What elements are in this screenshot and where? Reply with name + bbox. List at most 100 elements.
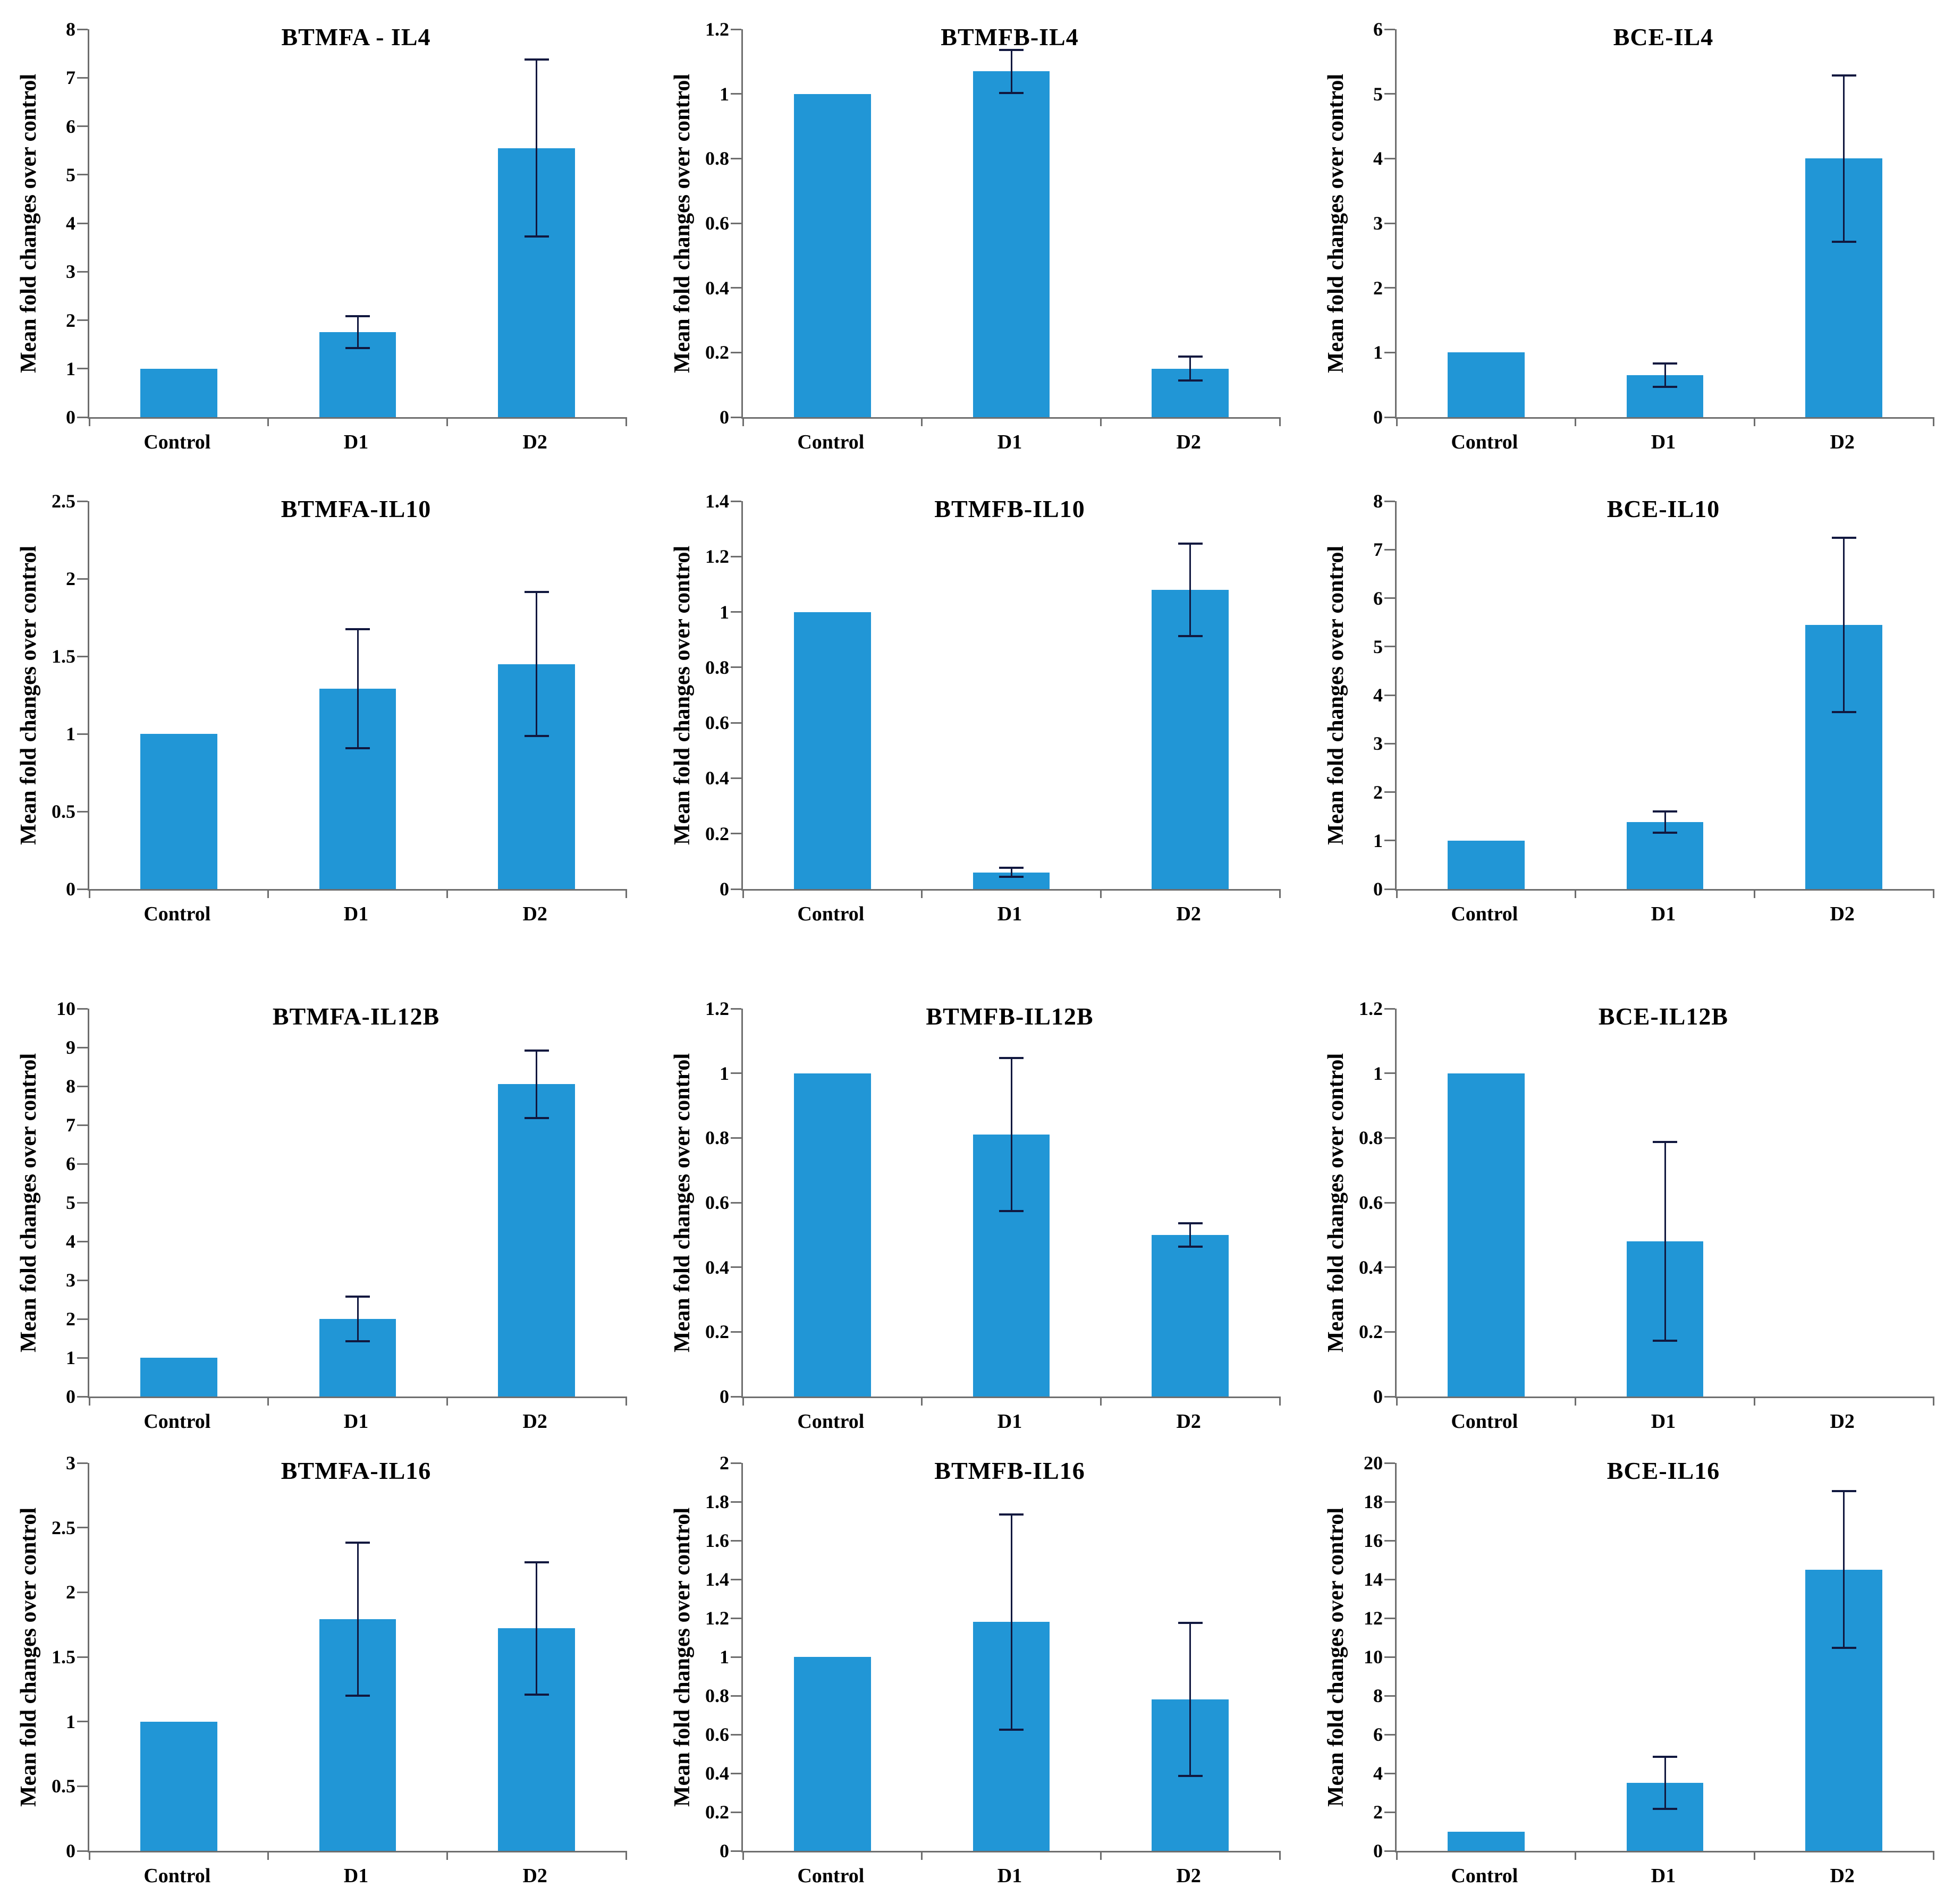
y-tick-mark — [77, 222, 88, 224]
error-bar-top-cap — [345, 1296, 370, 1298]
y-tick-mark — [731, 287, 741, 289]
error-bar-top-cap — [524, 1049, 549, 1052]
x-tick-mark — [1932, 1397, 1934, 1406]
y-tick-label: 0.2 — [1359, 1321, 1383, 1343]
y-tick-label: 8 — [66, 1076, 75, 1097]
x-tick-mark — [1575, 889, 1577, 898]
bar — [793, 612, 871, 889]
y-tick-label: 0.6 — [705, 1724, 729, 1745]
y-tick-mark — [1384, 1850, 1395, 1852]
y-tick-label: 1 — [1373, 830, 1383, 851]
error-bar-bottom-cap — [1178, 379, 1203, 382]
bar — [793, 1657, 871, 1851]
category-label: D1 — [343, 431, 369, 453]
x-tick-mark — [1932, 889, 1934, 898]
y-tick-label: 4 — [66, 213, 75, 234]
y-tick-mark — [1384, 1656, 1395, 1658]
error-bar — [1178, 1222, 1203, 1248]
y-tick-label: 1 — [720, 83, 729, 105]
y-tick-mark — [1384, 1772, 1395, 1774]
y-tick-mark — [731, 1850, 741, 1852]
category-labels: Control D1 D2 — [741, 1410, 1278, 1433]
error-bar-bottom-cap — [345, 347, 370, 350]
chart-cell: Mean fold changes over control BCE-IL10 … — [1307, 469, 1953, 961]
y-tick-label: 2.5 — [52, 1517, 75, 1538]
y-tick-label: 12 — [1364, 1607, 1383, 1629]
y-tick-mark — [731, 1501, 741, 1503]
y-tick-mark — [731, 1072, 741, 1074]
y-tick-label: 0.8 — [705, 656, 729, 678]
category-label: Control — [1451, 431, 1518, 453]
bar — [793, 94, 871, 417]
x-tick-mark — [1100, 417, 1102, 426]
y-tick-label: 0 — [1373, 878, 1383, 900]
error-bar-bottom-cap — [524, 235, 549, 238]
plot-area: 0 1 2 3 4 5 6 — [1373, 20, 1934, 427]
category-label: D2 — [1830, 903, 1855, 925]
y-tick-mark — [731, 1811, 741, 1813]
bar — [1447, 840, 1525, 889]
y-axis-label: Mean fold changes over control — [1324, 545, 1348, 845]
y-axis-label: Mean fold changes over control — [16, 1507, 41, 1807]
x-tick-mark — [267, 417, 269, 426]
x-tick-mark — [742, 417, 744, 426]
x-tick-mark — [88, 889, 90, 898]
y-tick-mark — [1384, 1578, 1395, 1580]
y-tick-label: 1.4 — [705, 1569, 729, 1590]
error-bar-top-cap — [345, 628, 370, 631]
x-tick-mark — [446, 1397, 448, 1406]
y-axis-label: Mean fold changes over control — [1324, 1053, 1348, 1352]
y-tick-mark — [731, 722, 741, 724]
y-tick-mark — [77, 1785, 88, 1787]
y-tick-label: 1 — [66, 1347, 75, 1368]
y-tick-mark — [1384, 1137, 1395, 1139]
category-labels: Control D1 D2 — [1395, 1864, 1932, 1888]
x-tick-mark — [921, 1851, 923, 1860]
category-label: D1 — [1651, 903, 1676, 925]
y-tick-label: 0.4 — [705, 277, 729, 299]
error-bar-top-cap — [345, 315, 370, 318]
y-tick-mark — [1384, 157, 1395, 159]
y-tick-mark — [1384, 222, 1395, 224]
y-tick-label: 0.8 — [1359, 1127, 1383, 1149]
y-tick-label: 0 — [66, 1386, 75, 1407]
y-tick-label: 2 — [1373, 277, 1383, 299]
y-tick-mark — [1384, 28, 1395, 30]
y-tick-label: 3 — [1373, 733, 1383, 755]
y-tick-label: 0 — [1373, 1840, 1383, 1861]
x-tick-mark — [625, 417, 627, 426]
error-bar-top-cap — [1178, 543, 1203, 545]
y-tick-label: 1.2 — [705, 19, 729, 40]
y-tick-label: 0 — [1373, 407, 1383, 428]
y-tick-mark — [1384, 500, 1395, 502]
bar — [140, 1358, 217, 1397]
y-tick-mark — [77, 125, 88, 127]
category-label: D1 — [343, 903, 369, 925]
category-label: Control — [143, 903, 211, 925]
y-tick-mark — [77, 1124, 88, 1126]
chart-title: BCE-IL10 — [1607, 495, 1720, 522]
error-bar-top-cap — [1178, 356, 1203, 358]
y-tick-label: 1.2 — [1359, 998, 1383, 1019]
y-tick-label: 0.8 — [705, 1127, 729, 1149]
y-tick-mark — [77, 1527, 88, 1529]
bar — [140, 734, 217, 889]
y-tick-mark — [1384, 1811, 1395, 1813]
y-tick-label: 2 — [1373, 781, 1383, 803]
y-tick-mark — [731, 555, 741, 557]
y-tick-mark — [77, 1656, 88, 1658]
y-tick-label: 0.6 — [705, 712, 729, 734]
y-tick-mark — [77, 500, 88, 502]
category-label: D2 — [522, 1865, 547, 1887]
bar-chart: Mean fold changes over control BTMFB-IL1… — [654, 1436, 1307, 1904]
y-tick-mark — [1384, 1501, 1395, 1503]
y-tick-label: 3 — [66, 1270, 75, 1291]
y-axis-label: Mean fold changes over control — [670, 1507, 695, 1807]
error-bar — [524, 1049, 549, 1120]
bar — [140, 368, 217, 417]
error-bar — [999, 867, 1024, 878]
y-tick-mark — [1384, 791, 1395, 793]
y-tick-label: 1.8 — [705, 1491, 729, 1512]
y-tick-mark — [1384, 1539, 1395, 1542]
y-tick-label: 1.4 — [705, 490, 729, 512]
